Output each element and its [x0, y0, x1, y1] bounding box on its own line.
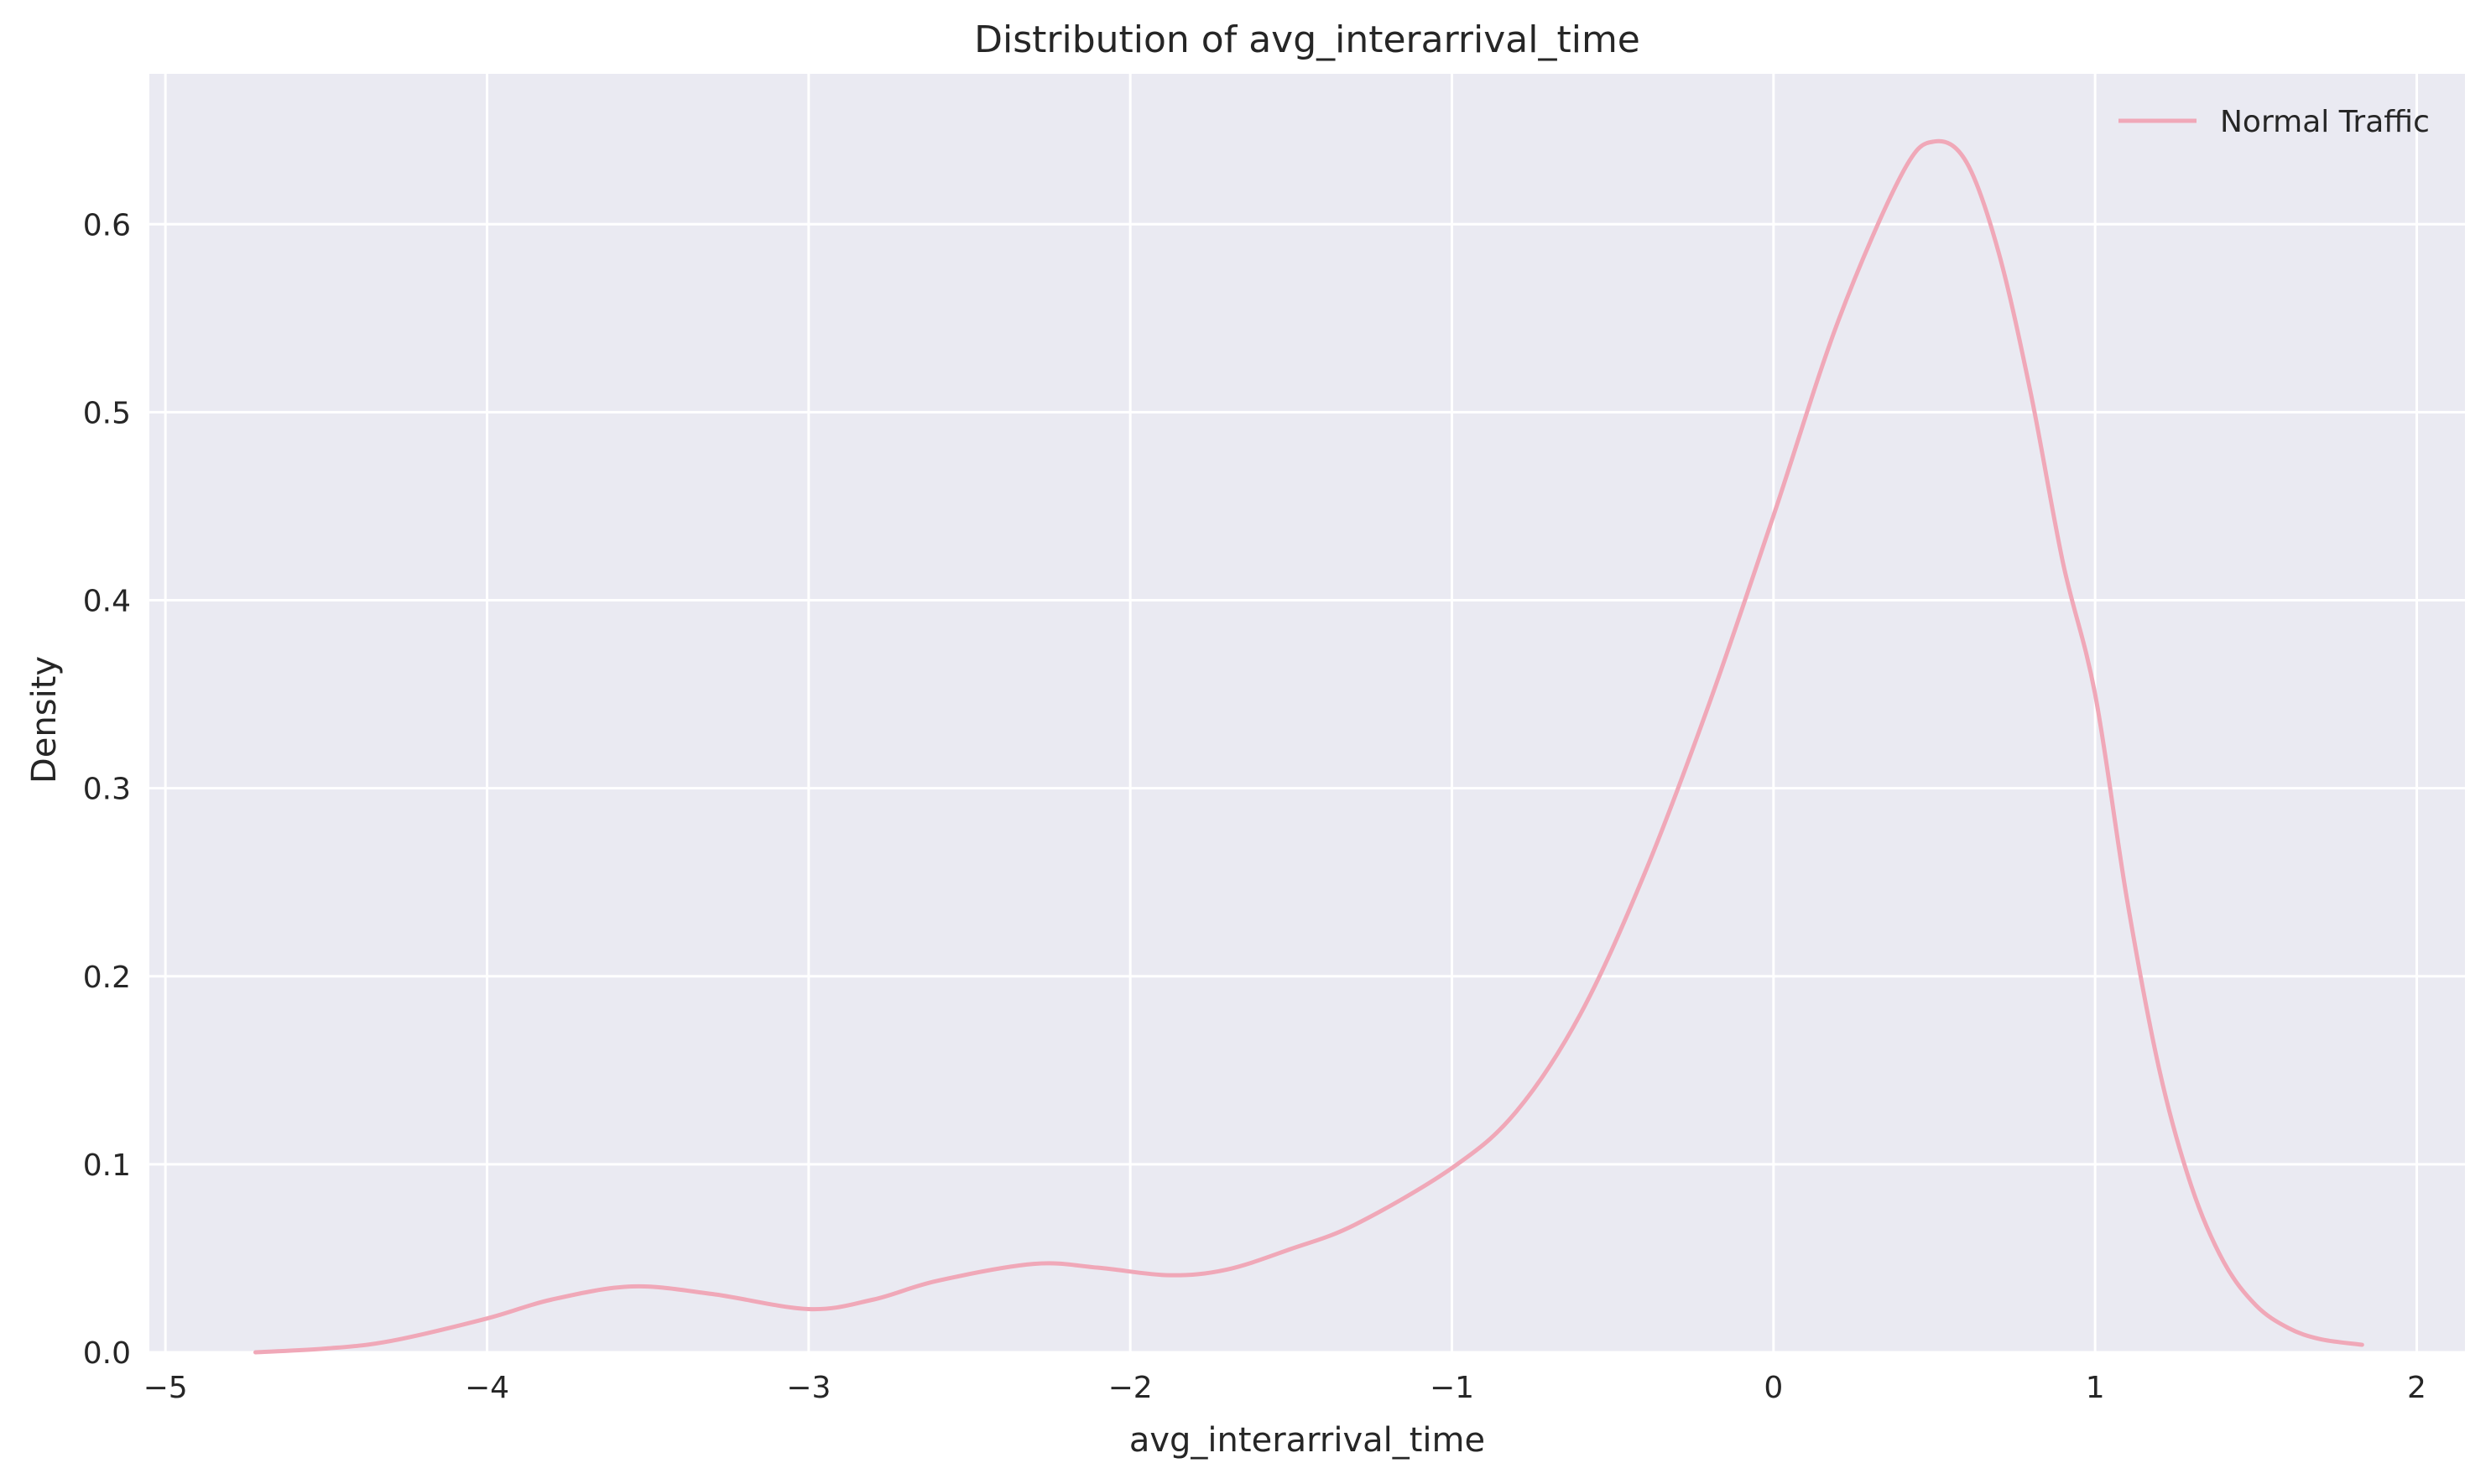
series-layer [253, 138, 2364, 1355]
y-tick-label: 0.0 [83, 1336, 131, 1371]
y-tick-label: 0.4 [83, 585, 131, 619]
y-tick-label: 0.2 [83, 961, 131, 995]
legend-label: Normal Traffic [2220, 105, 2430, 139]
x-tick-label: 0 [1764, 1371, 1783, 1405]
legend: Normal Traffic [2118, 105, 2430, 139]
chart-title: Distribution of avg_interarrival_time [974, 18, 1640, 61]
x-tick-label: 2 [2407, 1371, 2426, 1405]
y-tick-label: 0.1 [83, 1148, 131, 1183]
x-tick-labels: −5 −4 −3 −2 −1 0 1 2 [143, 1371, 2426, 1405]
y-axis-title: Density [25, 656, 64, 784]
y-tick-label: 0.3 [83, 773, 131, 807]
x-tick-label: −3 [786, 1371, 831, 1405]
y-tick-label: 0.6 [83, 208, 131, 242]
x-tick-label: −4 [465, 1371, 509, 1405]
x-tick-label: −2 [1108, 1371, 1153, 1405]
y-tick-label: 0.5 [83, 396, 131, 430]
x-axis-title: avg_interarrival_time [1129, 1421, 1485, 1460]
series-line-normal-traffic [253, 138, 2364, 1355]
grid [149, 74, 2465, 1354]
x-tick-label: −1 [1430, 1371, 1474, 1405]
x-tick-label: −5 [143, 1371, 188, 1405]
x-tick-label: 1 [2086, 1371, 2105, 1405]
y-tick-labels: 0.0 0.1 0.2 0.3 0.4 0.5 0.6 [83, 208, 131, 1371]
plot-background [149, 74, 2465, 1352]
